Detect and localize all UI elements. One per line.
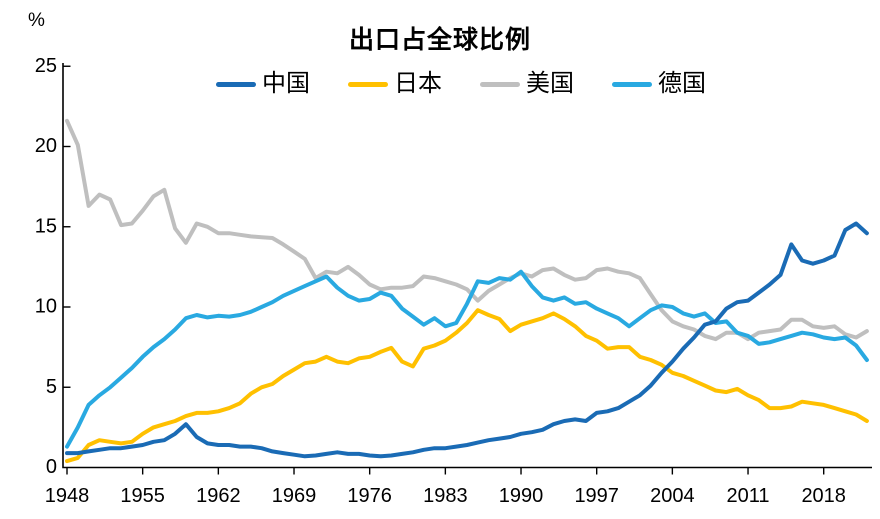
legend: 中国 日本 美国 德国 [0,70,880,98]
chart-title: 出口占全球比例 [348,26,531,54]
x-axis-tick-label: 2018 [801,485,846,507]
us-line [65,118,869,342]
y-axis-tick-label: 25 [35,55,57,77]
china-line [65,221,869,459]
x-axis-tick-label: 1948 [45,485,90,507]
china-line-swatch-icon [216,81,256,87]
x-axis-tick-label: 1955 [120,485,165,507]
x-axis-tick-label: 2004 [650,485,695,507]
x-axis-tick-label: 1962 [196,485,241,507]
legend-item-germany: 德国 [612,71,706,97]
legend-item-us: 美国 [480,71,574,97]
x-axis-tick-label: 1976 [347,485,392,507]
legend-label-us: 美国 [526,70,574,97]
y-axis-tick-label: 15 [35,215,57,237]
legend-label-china: 中国 [262,70,310,97]
germany-line [65,269,869,449]
y-axis-tick-label: 5 [46,376,57,398]
y-axis-tick-label: 0 [46,456,57,478]
x-axis-tick-label: 1997 [574,485,619,507]
x-axis-tick-label: 1969 [272,485,317,507]
x-axis-tick-label: 1990 [499,485,544,507]
legend-label-japan: 日本 [394,70,442,97]
legend-item-china: 中国 [216,71,310,97]
y-axis-tick-label: 10 [35,296,57,318]
us-line-swatch-icon [480,81,520,87]
legend-label-germany: 德国 [658,70,706,97]
germany-line-swatch-icon [612,81,652,87]
x-axis-tick-label: 1983 [423,485,468,507]
x-axis-tick-label: 2011 [727,485,770,507]
japan-line [65,308,869,464]
y-axis-unit-label: % [28,10,45,31]
legend-item-japan: 日本 [348,71,442,97]
axis-frame [62,63,872,469]
y-axis-tick-label: 20 [35,135,57,157]
japan-line-swatch-icon [348,81,388,87]
